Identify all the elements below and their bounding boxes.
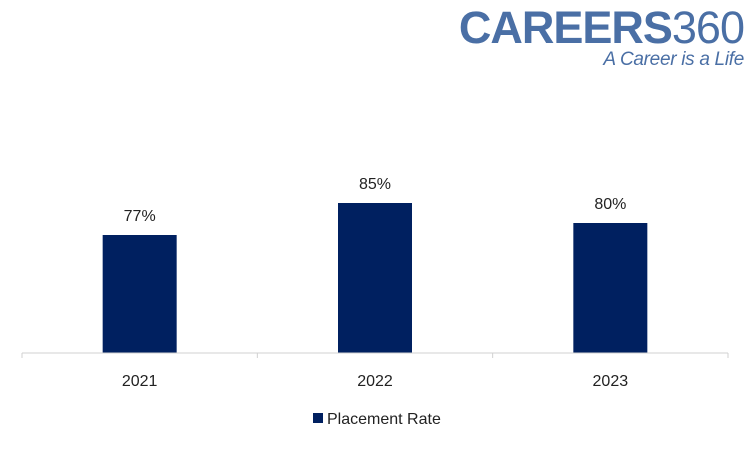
legend: Placement Rate <box>313 411 441 428</box>
legend-label: Placement Rate <box>327 411 441 428</box>
data-labels-group: 77% 85% 80% <box>124 176 627 225</box>
bars-group <box>102 203 648 353</box>
x-axis <box>21 352 729 358</box>
logo-word: CAREERS <box>458 2 673 53</box>
logo-number: 360 <box>671 2 745 53</box>
data-label-2021: 77% <box>124 208 156 225</box>
x-tick-label-2021: 2021 <box>122 373 158 390</box>
logo-tagline: A Career is a Life <box>603 49 744 70</box>
logo-wordmark: CAREERS360 <box>458 2 745 53</box>
x-tick-label-2023: 2023 <box>593 373 629 390</box>
bar-2022 <box>338 203 412 353</box>
legend-swatch <box>313 413 323 423</box>
bar-2023 <box>573 223 648 353</box>
x-tick-labels-group: 2021 2022 2023 <box>122 373 628 390</box>
bar-2021 <box>102 235 177 353</box>
data-label-2022: 85% <box>359 176 391 193</box>
careers360-logo: CAREERS360 A Career is a Life <box>458 2 745 71</box>
x-tick-label-2022: 2022 <box>357 373 393 390</box>
data-label-2023: 80% <box>594 196 626 213</box>
